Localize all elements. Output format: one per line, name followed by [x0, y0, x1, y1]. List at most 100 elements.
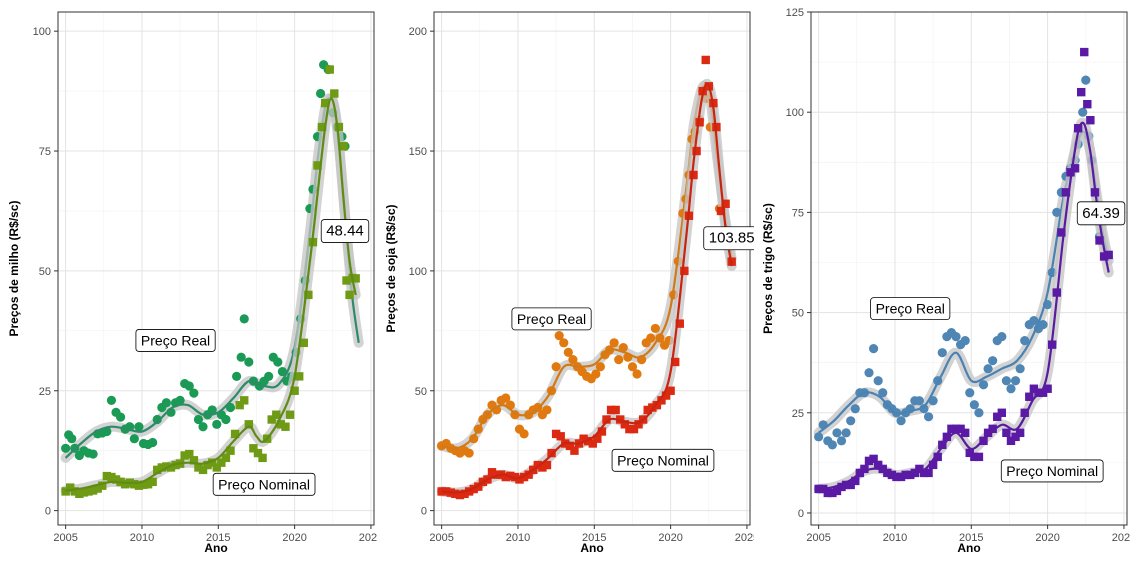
- corn-y-tick-label: 0: [45, 506, 51, 518]
- corn-nominal-point: [339, 142, 348, 151]
- wheat-real-price-label: Preço Real: [870, 297, 951, 321]
- wheat-real-point: [846, 416, 856, 426]
- wheat-x-tick-label: 2020: [1035, 532, 1059, 544]
- corn-x-tick-label: 2015: [206, 532, 230, 544]
- soybean-series-nominal: [436, 55, 737, 500]
- soybean-nominal-point: [501, 472, 510, 482]
- soybean-nominal-point: [538, 463, 547, 472]
- soybean-nominal-price-label: Preço Nominal: [611, 448, 715, 472]
- wheat-real-point: [988, 356, 998, 366]
- wheat-real-price-label-text: Preço Real: [876, 301, 945, 317]
- wheat-real-point: [965, 388, 975, 398]
- wheat-nominal-point: [1083, 99, 1092, 109]
- wheat-nominal-point: [1043, 384, 1052, 393]
- wheat-nominal-point: [896, 472, 906, 482]
- corn-nominal-point: [240, 396, 249, 405]
- soybean-nominal-price-label-text: Preço Nominal: [617, 452, 709, 468]
- soybean-real-price-label-box: [511, 307, 592, 331]
- corn-nominal-point: [272, 410, 281, 419]
- wheat-last-value-label-text: 64.39: [1082, 205, 1120, 222]
- soybean-real-point: [464, 448, 474, 458]
- wheat-x-tick-label: 2015: [959, 532, 983, 544]
- wheat-nominal-point: [846, 480, 855, 490]
- wheat-nominal-point: [1095, 236, 1104, 245]
- wheat-real-point: [841, 428, 851, 438]
- soybean-y-tick-label: 100: [409, 266, 427, 278]
- soybean-nominal-point: [460, 489, 469, 499]
- soybean-last-value-label-box: [703, 226, 754, 251]
- corn-nominal-point: [70, 487, 79, 496]
- soybean-nominal-point: [464, 487, 474, 496]
- soybean-nominal-point: [657, 396, 666, 405]
- corn-nominal-point: [153, 465, 162, 475]
- wheat-nominal-point: [960, 428, 970, 438]
- corn-data-layer: [60, 60, 364, 499]
- soybean-nominal-point: [629, 424, 639, 434]
- soybean-nominal-point: [652, 400, 662, 410]
- wheat-plot-area: [811, 12, 1127, 525]
- corn-real-point: [239, 314, 249, 324]
- soybean-real-point: [519, 429, 529, 439]
- soybean-real-point: [646, 333, 656, 343]
- wheat-real-point: [1029, 316, 1039, 326]
- soybean-nominal-point: [620, 420, 630, 429]
- wheat-nominal-point: [906, 470, 915, 480]
- wheat-nominal-point: [988, 424, 997, 434]
- wheat-y-tick-label: 100: [786, 107, 804, 119]
- corn-real-point: [148, 437, 158, 448]
- soybean-nominal-point: [551, 429, 561, 439]
- corn-plot-area: [58, 12, 374, 525]
- corn-y-tick-label: 50: [39, 266, 51, 278]
- wheat-real-point: [896, 416, 906, 426]
- soybean-nominal-point: [643, 405, 652, 415]
- corn-nominal-point: [189, 456, 199, 465]
- soybean-nominal-point: [670, 357, 680, 367]
- corn-nominal-point: [84, 487, 93, 496]
- wheat-last-value-label-box: [1076, 201, 1126, 226]
- corn-real-price-label: Preço Real: [135, 329, 216, 352]
- wheat-nominal-point: [983, 428, 993, 438]
- wheat-real-point: [832, 428, 842, 438]
- corn-real-point: [161, 398, 171, 408]
- corn-nominal-point: [258, 453, 267, 463]
- soybean-real-point: [614, 354, 624, 365]
- corn-nominal-point: [221, 453, 231, 463]
- corn-nominal-point: [185, 449, 194, 459]
- corn-nominal-point: [79, 488, 89, 497]
- corn-nominal-trend-line: [65, 97, 357, 492]
- soybean-x-tick-label: 2015: [582, 532, 606, 544]
- corn-nominal-price-label-box: [212, 472, 316, 496]
- corn-nominal-point: [130, 480, 139, 489]
- soybean-real-point: [551, 362, 561, 372]
- corn-nominal-point: [217, 458, 226, 467]
- wheat-nominal-point: [1038, 388, 1048, 397]
- wheat-real-point: [923, 412, 934, 422]
- soybean-nominal-point: [547, 448, 556, 458]
- soybean-nominal-point: [666, 386, 675, 395]
- wheat-nominal-point: [933, 452, 942, 462]
- corn-real-point: [102, 426, 112, 437]
- wheat-nominal-point: [938, 440, 947, 450]
- wheat-nominal-point: [1070, 164, 1080, 173]
- wheat-nominal-point: [1086, 116, 1095, 125]
- soybean-panel-border: [433, 11, 751, 526]
- corn-x-tick-label: 2010: [130, 532, 154, 544]
- wheat-real-point: [873, 376, 883, 386]
- soybean-nominal-point: [611, 405, 620, 415]
- wheat-nominal-point: [965, 448, 974, 458]
- soybean-y-axis-title: Preços de soja (R$/sc): [384, 204, 398, 332]
- soybean-real-point: [563, 347, 573, 358]
- wheat-panel-border: [810, 11, 1128, 526]
- corn-x-axis-title: Ano: [204, 541, 227, 555]
- wheat-real-point: [814, 432, 824, 442]
- corn-nominal-point: [290, 386, 299, 395]
- wheat-real-point: [1010, 376, 1021, 386]
- soybean-nominal-point: [695, 118, 704, 127]
- soybean-nominal-point: [721, 199, 730, 208]
- soybean-y-tick-label: 0: [421, 506, 427, 518]
- soybean-nominal-point: [602, 415, 611, 424]
- corn-nominal-point: [139, 480, 148, 489]
- wheat-nominal-point: [956, 424, 965, 434]
